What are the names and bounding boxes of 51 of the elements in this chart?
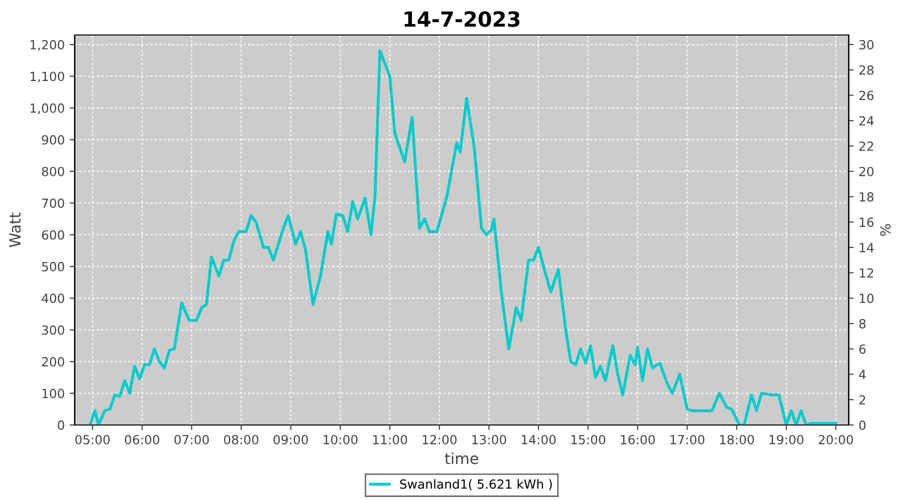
y2-tick-label: 10 [860, 294, 874, 304]
y-tick-label: 600 [42, 230, 64, 240]
legend-label: Swanland1( 5.621 kWh ) [400, 479, 552, 490]
y2-tick-label: 20 [859, 166, 874, 176]
y2-tick-label: 4 [859, 370, 866, 380]
x-tick-label: 17:00 [670, 434, 704, 444]
y-tick-label: 800 [42, 166, 64, 176]
x-tick-label: 20:00 [818, 434, 853, 444]
y-tick-label: 0 [58, 420, 64, 430]
x-tick-label: 18:00 [720, 434, 754, 444]
y-tick-label: 1,100 [30, 72, 64, 82]
y-tick-label: 900 [42, 135, 64, 145]
y-tick-label: 1,200 [30, 40, 64, 51]
y-tick-label: 400 [42, 294, 64, 304]
x-tick-label: 05:00 [75, 434, 110, 444]
y-tick-label: 1,000 [30, 103, 64, 114]
x-tick-label: 13:00 [472, 434, 506, 444]
y-tick-label: 300 [42, 325, 64, 335]
x-tick-label: 08:00 [224, 434, 258, 444]
x-axis-title: time [444, 452, 478, 464]
y2-tick-label: 8 [859, 319, 866, 328]
y2-tick-label: 18 [860, 192, 874, 202]
y2-tick-label: 0 [859, 420, 866, 430]
y-tick-label: 700 [42, 198, 64, 208]
x-tick-label: 11:00 [373, 434, 408, 444]
x-tick-label: 14:00 [522, 434, 556, 444]
y2-axis-title: % [880, 224, 891, 236]
y2-tick-label: 6 [859, 344, 866, 354]
chart-title: 14-7-2023 [404, 11, 520, 27]
y2-tick-label: 30 [859, 40, 874, 50]
y-tick-label: 500 [42, 262, 64, 272]
y2-tick-label: 26 [859, 90, 874, 100]
y2-tick-label: 2 [859, 395, 866, 404]
line-series [88, 49, 838, 425]
y-tick-label: 100 [42, 388, 64, 398]
x-tick-label: 15:00 [571, 434, 606, 444]
y-tick-label: 200 [42, 357, 64, 367]
y2-tick-label: 16 [860, 218, 874, 227]
y2-tick-label: 12 [860, 268, 874, 278]
y2-tick-label: 14 [860, 243, 874, 252]
x-tick-label: 12:00 [422, 434, 457, 444]
x-tick-label: 07:00 [174, 434, 209, 444]
x-tick-label: 10:00 [324, 434, 358, 444]
y2-tick-label: 24 [859, 116, 874, 126]
y2-tick-label: 28 [859, 65, 874, 75]
x-tick-label: 16:00 [620, 434, 655, 444]
x-tick-label: 19:00 [770, 434, 804, 444]
y-axis-title: Watt [9, 212, 21, 248]
x-tick-label: 09:00 [274, 434, 308, 444]
x-tick-label: 06:00 [124, 434, 160, 444]
y2-tick-label: 22 [859, 141, 874, 151]
